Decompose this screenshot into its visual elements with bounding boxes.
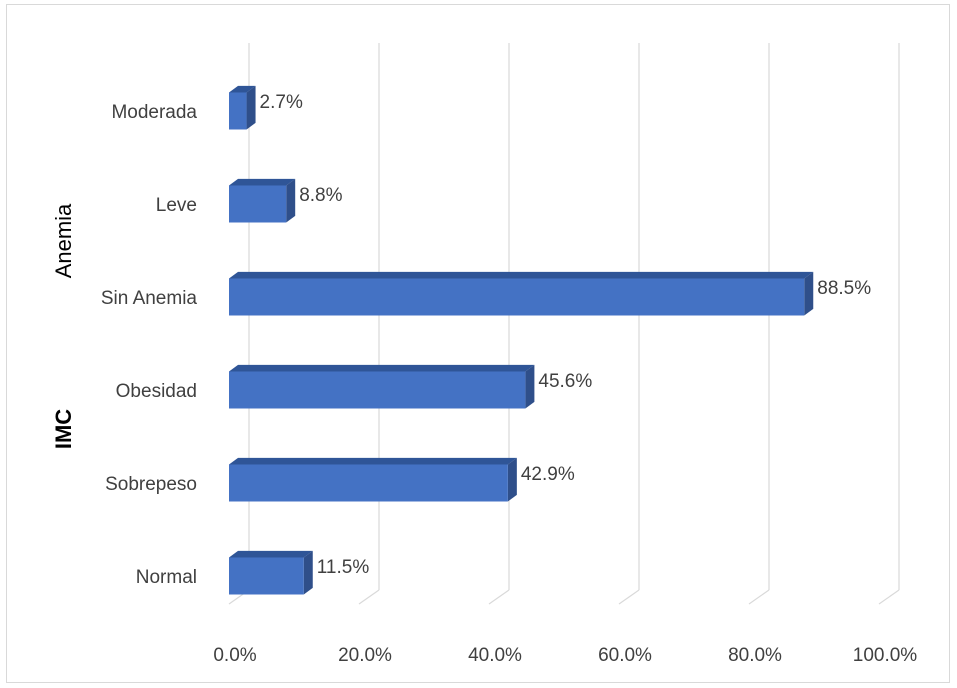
bar-front-face [229, 92, 247, 130]
bar [229, 178, 296, 223]
bar-side-face [525, 364, 535, 409]
data-label: 8.8% [299, 185, 342, 206]
bar-front-face [229, 371, 526, 409]
gridline-floor [748, 589, 770, 605]
labels: 0.0% 20.0% 40.0% 60.0% 80.0% 100.0% Normal 11.5… [51, 92, 917, 666]
bar [229, 457, 517, 502]
category-label: Normal [136, 567, 197, 588]
data-label: 42.9% [521, 464, 575, 485]
bar-front-face [229, 557, 304, 595]
category-label: Sin Anemia [101, 288, 198, 309]
gridline-floor [878, 589, 900, 605]
gridline-floor [358, 589, 380, 605]
bar-side-face [246, 85, 256, 130]
bar [229, 550, 313, 595]
group-label: IMC [51, 409, 76, 449]
bar-side-face [303, 550, 313, 595]
bar-front-face [229, 278, 805, 316]
bar-side-face [804, 271, 814, 316]
category-label: Moderada [111, 102, 197, 123]
group-label: Anemia [51, 203, 76, 278]
x-tick-label: 40.0% [468, 645, 522, 666]
category-label: Obesidad [116, 381, 197, 402]
bar-top-face [229, 457, 517, 465]
bar-front-face [229, 185, 287, 223]
bar-top-face [229, 364, 535, 372]
bar-side-face [286, 178, 296, 223]
bar-chart: 0.0% 20.0% 40.0% 60.0% 80.0% 100.0% Normal 11.5… [51, 43, 917, 666]
gridline-floor [618, 589, 640, 605]
gridlines [228, 43, 900, 605]
x-tick-label: 100.0% [853, 645, 918, 666]
data-label: 88.5% [817, 278, 871, 299]
bar-side-face [507, 457, 517, 502]
bars [229, 85, 814, 595]
x-tick-label: 20.0% [338, 645, 392, 666]
chart-frame: 0.0% 20.0% 40.0% 60.0% 80.0% 100.0% Normal 11.5… [6, 4, 950, 683]
bar-top-face [229, 550, 313, 558]
data-label: 45.6% [538, 371, 592, 392]
category-label: Sobrepeso [105, 474, 197, 495]
x-tick-label: 0.0% [213, 645, 256, 666]
bar-top-face [229, 271, 814, 279]
bar [229, 364, 535, 409]
x-tick-label: 60.0% [598, 645, 652, 666]
data-label: 11.5% [317, 557, 370, 578]
x-tick-label: 80.0% [728, 645, 782, 666]
bar-top-face [229, 178, 296, 186]
category-label: Leve [156, 195, 197, 216]
data-label: 2.7% [260, 92, 303, 113]
bar-top-face [229, 85, 256, 93]
bar [229, 85, 256, 130]
bar [229, 271, 814, 316]
bar-front-face [229, 464, 508, 502]
gridline-floor [488, 589, 510, 605]
